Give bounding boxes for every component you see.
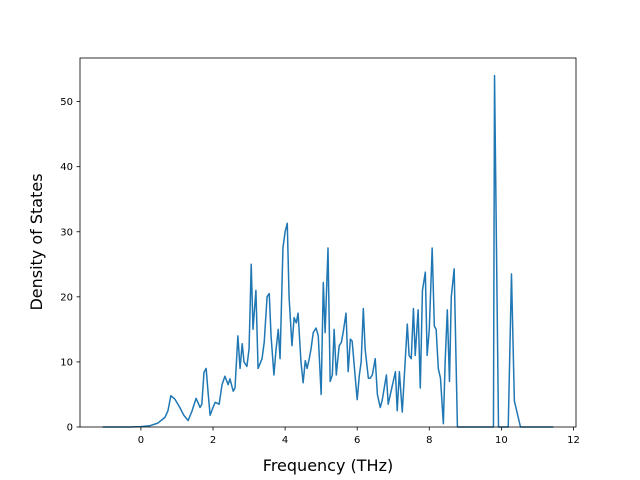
line: [102, 74, 554, 428]
x-tick-label: 10: [495, 435, 508, 446]
x-tick-label: 12: [567, 435, 580, 446]
x-tick-label: 4: [282, 435, 288, 446]
y-tick-label: 20: [60, 292, 73, 303]
plot-frame: [79, 57, 577, 428]
y-tick-label: 0: [67, 423, 73, 434]
x-axis-label: Frequency (THz): [263, 456, 393, 475]
y-tick-label: 30: [60, 227, 73, 238]
y-tick-label: 50: [60, 97, 73, 108]
x-tick-label: 2: [210, 435, 216, 446]
y-axis-label: Density of States: [27, 173, 46, 310]
y-tick-label: 10: [60, 357, 73, 368]
y-tick-label: 40: [60, 162, 73, 173]
x-tick-label: 6: [354, 435, 360, 446]
x-tick-label: 8: [426, 435, 432, 446]
x-tick-label: 0: [138, 435, 144, 446]
